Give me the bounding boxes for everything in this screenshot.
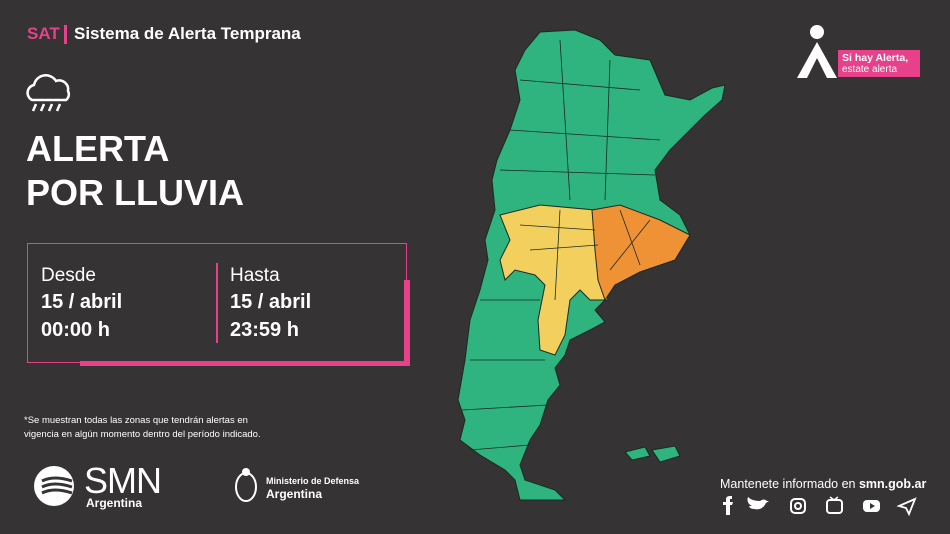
badge-text: Si hay Alerta, bbox=[842, 52, 909, 64]
social-icons bbox=[723, 496, 917, 517]
shield-icon bbox=[235, 468, 257, 502]
islands bbox=[651, 445, 681, 463]
borders bbox=[461, 39, 661, 451]
footer-link: smn.gob.ar bbox=[858, 477, 927, 491]
title-line: POR LLUVIA bbox=[26, 172, 245, 213]
time: 23:59 h bbox=[230, 319, 299, 341]
map bbox=[457, 29, 726, 501]
ministry: Ministerio de Defensa bbox=[266, 476, 360, 486]
ministry-country: Argentina bbox=[266, 487, 323, 501]
smn-icon bbox=[34, 466, 74, 506]
rain-icon bbox=[26, 74, 71, 112]
smn-country: Argentina bbox=[86, 496, 143, 510]
islands bbox=[624, 446, 651, 461]
brand: SAT bbox=[27, 24, 60, 43]
badge bbox=[838, 50, 920, 77]
smn-logo: SMN bbox=[84, 460, 162, 501]
time: 00:00 h bbox=[41, 319, 110, 341]
note: vigencia en algún momento dentro del per… bbox=[24, 429, 261, 440]
label: Hasta bbox=[230, 265, 280, 286]
system-name: Sistema de Alerta Temprana bbox=[74, 24, 301, 43]
label: Desde bbox=[41, 265, 96, 286]
date: 15 / abril bbox=[230, 291, 312, 313]
alert-icon bbox=[797, 25, 837, 78]
separator bbox=[64, 25, 67, 44]
date: 15 / abril bbox=[41, 291, 123, 313]
footer-text: Mantenete informado en bbox=[720, 477, 859, 491]
divider bbox=[216, 263, 218, 343]
footer: Mantenete informado en smn.gob.ar bbox=[720, 477, 926, 491]
badge-text: estate alerta bbox=[842, 64, 898, 75]
accent bbox=[80, 361, 410, 366]
accent bbox=[404, 280, 410, 366]
note: *Se muestran todas las zonas que tendrán… bbox=[24, 415, 248, 426]
region-orange bbox=[591, 204, 691, 302]
title-line: ALERTA bbox=[26, 128, 170, 169]
